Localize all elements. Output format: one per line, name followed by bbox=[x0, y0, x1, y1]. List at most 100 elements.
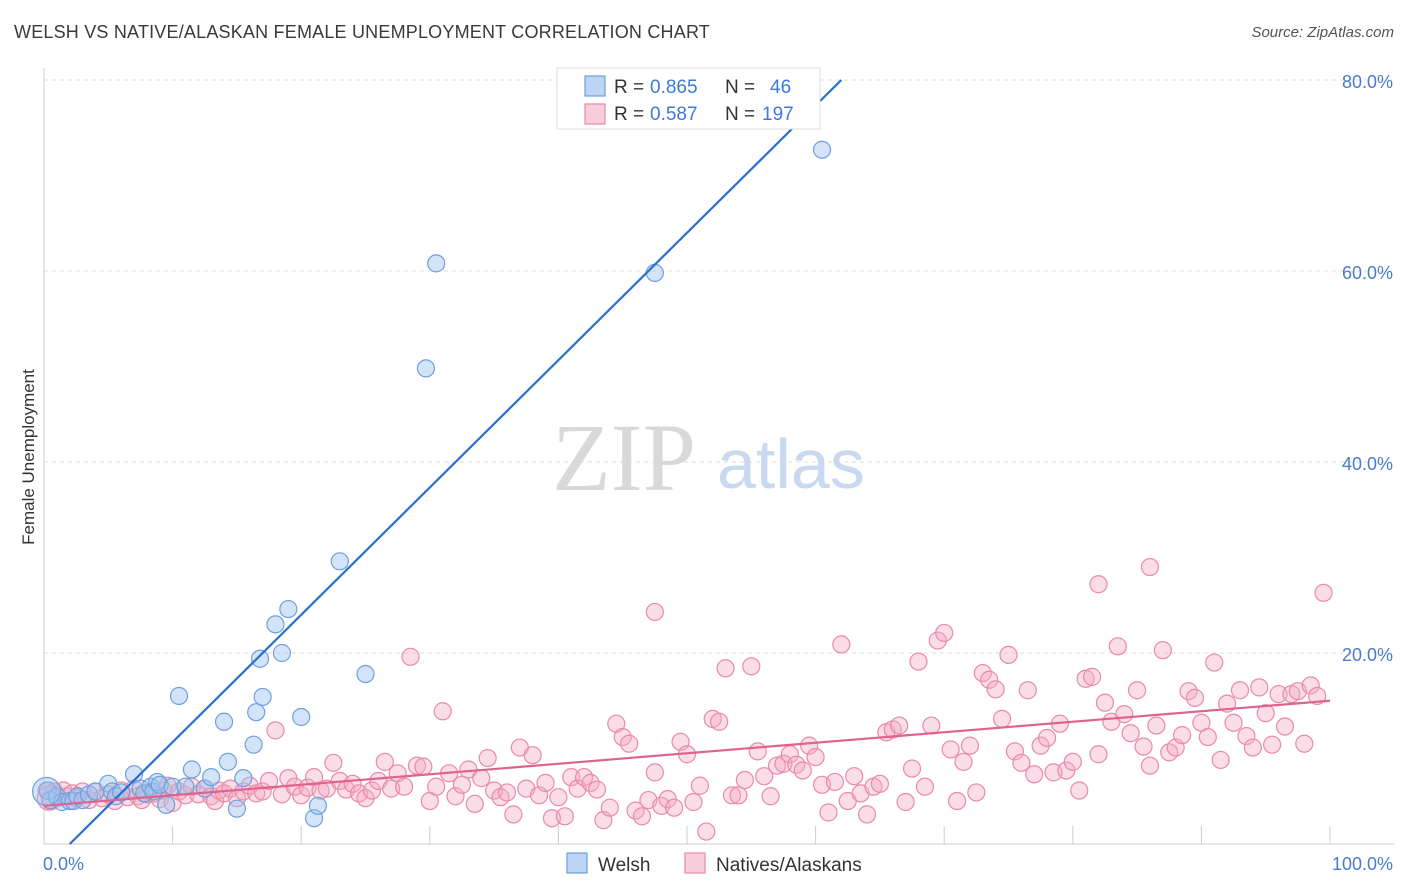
legend-box: R = 0.865 N = 46 R = 0.587 N = 197 bbox=[556, 67, 821, 130]
natives-point bbox=[362, 781, 382, 800]
natives-point bbox=[497, 783, 517, 802]
natives-point bbox=[472, 769, 491, 788]
natives-point bbox=[259, 771, 279, 791]
watermark-zip: ZIP bbox=[552, 404, 696, 511]
y-axis-label: Female Unemployment bbox=[19, 369, 38, 545]
natives-point bbox=[845, 767, 864, 786]
legend-r-value-2: 0.587 bbox=[650, 104, 698, 125]
bottom-legend-welsh: Welsh bbox=[598, 855, 650, 876]
natives-point bbox=[967, 783, 986, 802]
natives-point bbox=[1224, 713, 1243, 732]
legend-r-label-1: R = bbox=[614, 77, 644, 98]
natives-point bbox=[1230, 681, 1250, 700]
natives-trend-line bbox=[43, 699, 1331, 807]
natives-point bbox=[1211, 750, 1230, 770]
welsh-point bbox=[214, 712, 234, 731]
bottom-legend-swatch-welsh bbox=[566, 852, 588, 874]
natives-point bbox=[819, 803, 838, 822]
natives-point bbox=[504, 805, 523, 824]
welsh-point bbox=[427, 254, 446, 273]
welsh-point bbox=[308, 796, 328, 815]
natives-point bbox=[896, 792, 915, 812]
natives-point bbox=[999, 645, 1018, 665]
natives-point bbox=[1063, 752, 1082, 771]
natives-point bbox=[1037, 728, 1057, 748]
welsh-point bbox=[169, 686, 189, 706]
bottom-legend: Welsh Natives/Alaskans bbox=[566, 852, 862, 876]
natives-point bbox=[806, 747, 825, 767]
natives-point bbox=[767, 756, 787, 775]
natives-point bbox=[1301, 676, 1320, 695]
welsh-point bbox=[202, 768, 221, 787]
natives-point bbox=[620, 734, 639, 753]
natives-point bbox=[697, 822, 716, 841]
natives-point bbox=[1173, 726, 1192, 745]
welsh-point bbox=[416, 359, 436, 378]
natives-point bbox=[446, 787, 465, 806]
natives-point bbox=[986, 680, 1005, 699]
chart-title: WELSH VS NATIVE/ALASKAN FEMALE UNEMPLOYM… bbox=[14, 22, 711, 42]
natives-point bbox=[536, 773, 555, 792]
natives-point bbox=[870, 774, 890, 793]
natives-point bbox=[690, 776, 709, 795]
x-tick-label: 0.0% bbox=[43, 854, 84, 874]
natives-point bbox=[941, 740, 960, 759]
welsh-trend-line bbox=[68, 79, 843, 845]
natives-point bbox=[735, 770, 754, 790]
natives-point bbox=[928, 631, 947, 650]
legend-swatch-natives bbox=[584, 103, 606, 125]
legend-n-value-2: 197 bbox=[762, 104, 794, 125]
bottom-legend-natives: Natives/Alaskans bbox=[716, 855, 862, 876]
natives-point bbox=[613, 727, 632, 747]
natives-point bbox=[755, 767, 774, 786]
welsh-point bbox=[292, 707, 311, 727]
natives-point bbox=[555, 807, 574, 826]
welsh-point bbox=[234, 769, 253, 788]
natives-point bbox=[401, 647, 420, 666]
legend-n-label-1: N = bbox=[725, 77, 755, 98]
natives-point bbox=[729, 786, 748, 805]
natives-point bbox=[600, 798, 619, 817]
welsh-series bbox=[31, 140, 832, 828]
natives-point bbox=[1082, 667, 1102, 686]
welsh-point bbox=[356, 664, 375, 684]
natives-series bbox=[36, 557, 1333, 841]
natives-point bbox=[857, 805, 877, 824]
natives-point bbox=[1140, 756, 1160, 775]
natives-point bbox=[1005, 742, 1025, 761]
natives-point bbox=[909, 652, 928, 671]
natives-point bbox=[562, 768, 581, 787]
natives-point bbox=[1269, 684, 1288, 704]
welsh-point bbox=[244, 735, 263, 754]
x-tick-label: 100.0% bbox=[1332, 854, 1393, 874]
natives-point bbox=[1070, 781, 1089, 800]
natives-point bbox=[1308, 686, 1327, 706]
natives-point bbox=[427, 777, 446, 796]
natives-point bbox=[1134, 737, 1153, 756]
natives-point bbox=[632, 807, 652, 826]
legend-n-label-2: N = bbox=[725, 104, 755, 125]
natives-point bbox=[710, 712, 729, 731]
natives-point bbox=[954, 752, 973, 771]
welsh-point bbox=[272, 643, 292, 663]
natives-point bbox=[748, 742, 767, 761]
natives-point bbox=[960, 736, 980, 755]
natives-point bbox=[1018, 681, 1037, 700]
natives-point bbox=[1115, 705, 1134, 724]
y-tick-label: 60.0% bbox=[1342, 263, 1393, 283]
natives-point bbox=[452, 775, 472, 794]
natives-point bbox=[1263, 735, 1282, 754]
watermark-atlas: atlas bbox=[717, 425, 865, 503]
axis-labels: 20.0% 40.0% 60.0% 80.0% 0.0% 100.0% bbox=[43, 72, 1393, 874]
natives-point bbox=[549, 788, 568, 807]
natives-point bbox=[722, 786, 742, 805]
natives-point bbox=[832, 635, 851, 654]
welsh-point bbox=[279, 599, 298, 619]
welsh-point bbox=[157, 795, 176, 814]
natives-point bbox=[433, 702, 452, 721]
natives-point bbox=[1237, 726, 1256, 746]
legend-r-label-2: R = bbox=[614, 104, 644, 125]
natives-point bbox=[973, 663, 992, 683]
natives-point bbox=[266, 721, 285, 740]
